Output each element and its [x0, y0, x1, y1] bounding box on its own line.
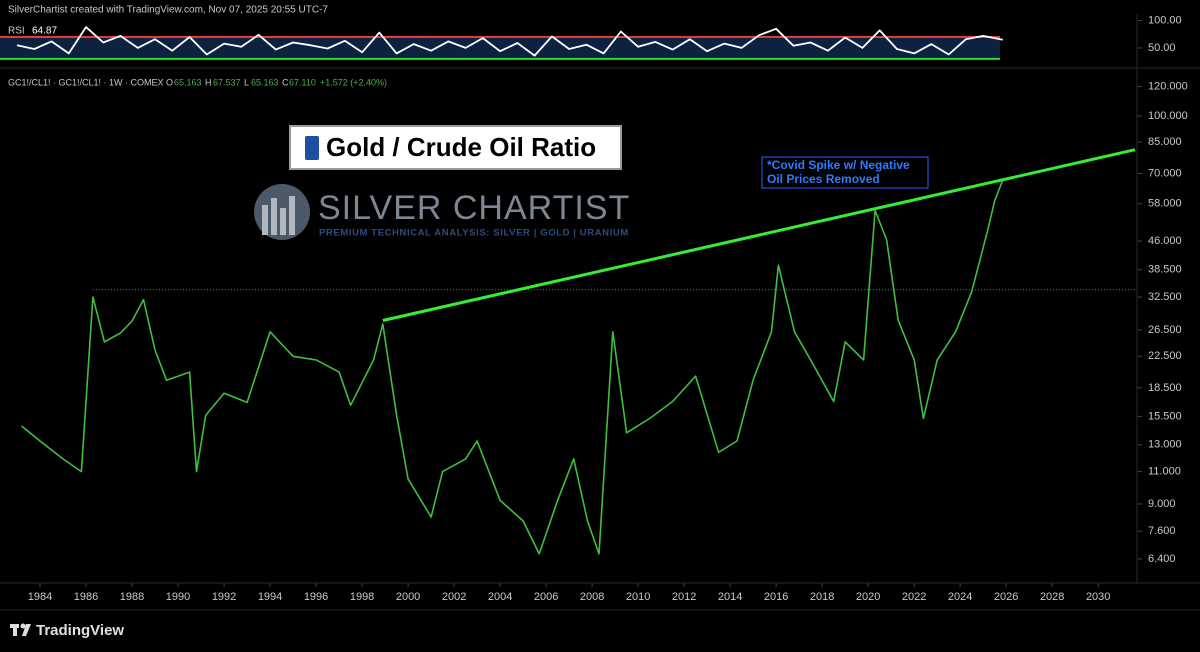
y-tick-label: 9.000	[1148, 498, 1176, 510]
y-tick-label: 50.00	[1148, 42, 1176, 54]
rsi-label: RSI	[8, 26, 25, 37]
x-tick-label: 2022	[902, 591, 926, 603]
x-tick-label: 2016	[764, 591, 788, 603]
y-tick-label: 11.000	[1148, 466, 1181, 478]
annotation: *Covid Spike w/ Negative	[767, 158, 910, 172]
y-tick-label: 13.000	[1148, 439, 1182, 451]
y-tick-label: 46.000	[1148, 235, 1182, 247]
rsi-value: 64.87	[32, 26, 57, 37]
footer-brand: TradingView	[36, 622, 124, 639]
x-tick-label: 2002	[442, 591, 466, 603]
x-tick-label: 2008	[580, 591, 604, 603]
ohlc-value: 67.110	[289, 77, 316, 87]
x-tick-label: 2004	[488, 591, 512, 603]
x-tick-label: 2018	[810, 591, 834, 603]
y-tick-label: 58.000	[1148, 198, 1182, 210]
change: +1.572 (+2.40%)	[320, 77, 387, 87]
x-tick-label: 1986	[74, 591, 98, 603]
ohlc-value: 65.163	[174, 77, 202, 87]
y-tick-label: 100.000	[1148, 110, 1188, 122]
annotation: Oil Prices Removed	[767, 172, 880, 186]
y-tick-label: 120.000	[1148, 80, 1188, 92]
symbol: GC1!/CL1! · GC1!/CL1! · 1W · COMEX	[8, 77, 164, 87]
x-tick-label: 2024	[948, 591, 972, 603]
logo-bar	[262, 205, 268, 235]
credit: SilverChartist created with TradingView.…	[8, 5, 328, 16]
y-tick-label: 85.000	[1148, 136, 1182, 148]
watermark-name: SILVER CHARTIST	[318, 189, 630, 227]
logo-bar	[271, 198, 277, 235]
annotation-box	[761, 156, 929, 189]
x-tick-label: 1990	[166, 591, 190, 603]
footer-logo	[10, 623, 31, 636]
logo-bar	[280, 208, 286, 235]
y-tick-label: 32.500	[1148, 291, 1182, 303]
y-tick-label: 15.500	[1148, 410, 1182, 422]
y-tick-label: 70.000	[1148, 167, 1182, 179]
y-tick-label: 7.600	[1148, 525, 1176, 537]
x-tick-label: 2006	[534, 591, 558, 603]
ohlc-value: 65.163	[251, 77, 279, 87]
x-tick-label: 2020	[856, 591, 880, 603]
x-tick-label: 2000	[396, 591, 420, 603]
ohlc-label: L	[244, 77, 249, 87]
x-tick-label: 1988	[120, 591, 144, 603]
chart-title: Gold / Crude Oil Ratio	[326, 132, 596, 162]
x-tick-label: 2014	[718, 591, 742, 603]
x-tick-label: 1984	[28, 591, 52, 603]
series-line	[21, 179, 1004, 555]
y-tick-label: 6.400	[1148, 553, 1176, 565]
watermark-tagline: PREMIUM TECHNICAL ANALYSIS: SILVER | GOL…	[319, 228, 629, 239]
x-tick-label: 1996	[304, 591, 328, 603]
y-tick-label: 100.00	[1148, 14, 1182, 26]
x-tick-label: 2026	[994, 591, 1018, 603]
ohlc-value: 67.537	[213, 77, 241, 87]
x-tick-label: 2028	[1040, 591, 1064, 603]
x-tick-label: 1998	[350, 591, 374, 603]
y-tick-label: 22.500	[1148, 350, 1182, 362]
x-tick-label: 2010	[626, 591, 650, 603]
x-tick-label: 2030	[1086, 591, 1110, 603]
y-tick-label: 26.500	[1148, 324, 1182, 336]
x-tick-label: 1994	[258, 591, 282, 603]
logo-shape	[13, 624, 17, 636]
ohlc-label: C	[282, 77, 289, 87]
trendline	[382, 148, 1136, 322]
logo-bar	[289, 196, 295, 235]
y-tick-label: 38.500	[1148, 264, 1182, 276]
watermark-logo	[254, 184, 310, 240]
y-tick-label: 18.500	[1148, 382, 1182, 394]
logo-shape	[20, 623, 26, 629]
logo-shape	[22, 624, 31, 636]
plot-layer: 120.000 100.000 85.000 70.000 58.000 46.000 38…	[0, 14, 1188, 603]
x-tick-label: 2012	[672, 591, 696, 603]
series-line	[16, 26, 1003, 57]
title-box	[289, 125, 622, 170]
ohlc-label: H	[205, 77, 212, 87]
title-icon	[305, 136, 319, 160]
ohlc-label: O	[166, 77, 173, 87]
x-tick-label: 1992	[212, 591, 236, 603]
